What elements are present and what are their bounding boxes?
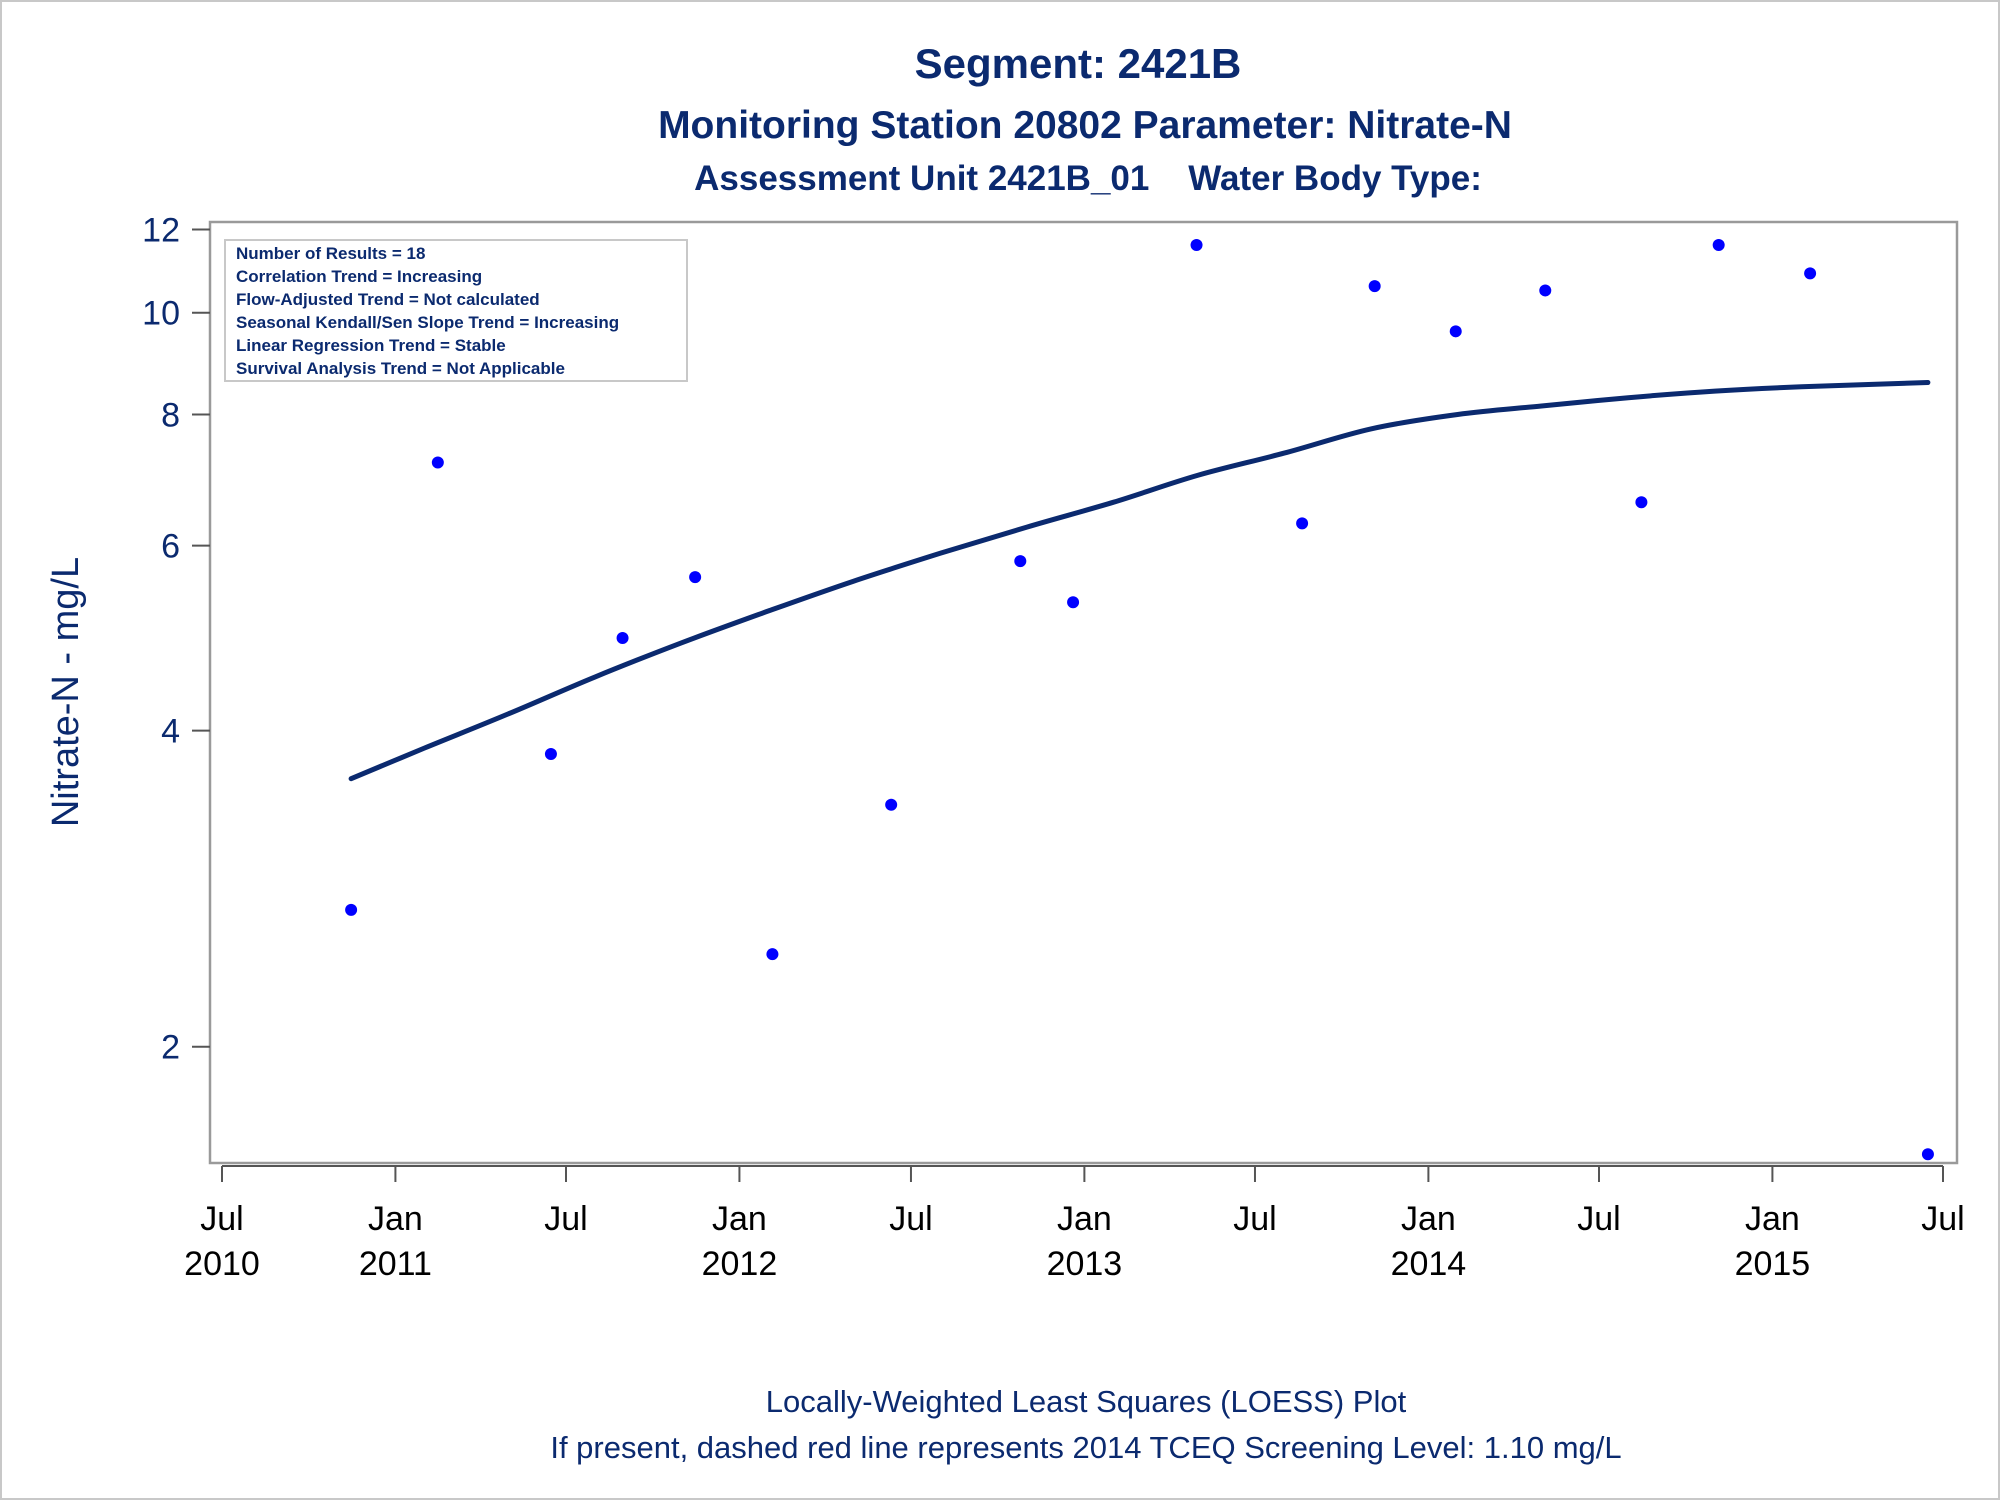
data-point	[1539, 284, 1552, 297]
data-point	[1921, 1148, 1934, 1161]
data-point	[1449, 325, 1462, 338]
x-tick-label: Jul	[889, 1200, 932, 1238]
x-tick-label: Jul	[1921, 1200, 1964, 1238]
x-tick-label: Jan	[1745, 1200, 1800, 1238]
data-point	[1190, 239, 1203, 252]
data-point	[1014, 555, 1027, 568]
x-tick-label: Jan	[368, 1200, 423, 1238]
x-tick-label: Jan	[712, 1200, 767, 1238]
y-axis-label: Nitrate-N - mg/L	[45, 557, 87, 827]
chart-subtitle: Monitoring Station 20802 Parameter: Nitr…	[658, 104, 1512, 147]
y-tick-label: 2	[161, 1029, 180, 1067]
footnote-screening-level: If present, dashed red line represents 2…	[550, 1430, 1621, 1465]
y-tick-label: 6	[161, 528, 180, 566]
data-point	[345, 903, 358, 916]
y-tick-label: 12	[142, 212, 180, 250]
x-tick-year-label: 2012	[702, 1245, 778, 1283]
x-tick-label: Jan	[1057, 1200, 1112, 1238]
y-tick-label: 4	[161, 713, 180, 751]
data-point	[689, 571, 702, 584]
points-layer	[345, 239, 1934, 1161]
x-tick-year-label: 2013	[1047, 1245, 1123, 1283]
data-point	[766, 948, 779, 961]
inset-box	[224, 239, 688, 382]
x-tick-label: Jul	[200, 1200, 243, 1238]
data-point	[544, 748, 557, 761]
y-axis: 2 4 6 8 10 12	[142, 212, 210, 1067]
loess-layer	[348, 380, 1931, 782]
data-point	[431, 456, 444, 469]
x-tick-year-label: 2010	[184, 1245, 260, 1283]
x-tick-label: Jan	[1401, 1200, 1456, 1238]
data-point	[1296, 517, 1309, 530]
inset-line-survival: Survival Analysis Trend = Not Applicable	[236, 359, 565, 378]
data-point	[1712, 239, 1725, 252]
inset-line-seasonal-kendall: Seasonal Kendall/Sen Slope Trend = Incre…	[236, 313, 619, 332]
chart-subtitle-2: Assessment Unit 2421B_01 Water Body Type…	[694, 159, 1482, 198]
x-tick-label: Jul	[1577, 1200, 1620, 1238]
x-tick-label: Jul	[544, 1200, 587, 1238]
data-point	[1804, 267, 1817, 280]
chart-title: Segment: 2421B	[915, 40, 1242, 87]
y-tick-label: 8	[161, 396, 180, 434]
x-tick-year-label: 2014	[1391, 1245, 1467, 1283]
inset-line-linear-regression: Linear Regression Trend = Stable	[236, 336, 506, 355]
data-point	[616, 632, 629, 645]
inset-line-results: Number of Results = 18	[236, 244, 425, 263]
x-axis: Jul 2010 Jan 2011 Jul Jan 2012 Jul Jan 2013 Jul Jan…	[184, 1165, 1965, 1283]
data-point	[1067, 596, 1080, 609]
x-tick-year-label: 2011	[359, 1245, 432, 1283]
data-point	[1368, 280, 1381, 293]
x-tick-label: Jul	[1233, 1200, 1276, 1238]
data-point	[1635, 496, 1648, 509]
data-point	[885, 798, 898, 811]
inset-line-flow-adjusted: Flow-Adjusted Trend = Not calculated	[236, 290, 540, 309]
inset-line-correlation: Correlation Trend = Increasing	[236, 267, 482, 286]
footnote-loess: Locally-Weighted Least Squares (LOESS) P…	[766, 1384, 1407, 1419]
loess-curve	[348, 380, 1931, 782]
trend-inset: Number of Results = 18 Correlation Trend…	[224, 239, 688, 382]
y-tick-label: 10	[142, 295, 180, 333]
x-tick-year-label: 2015	[1735, 1245, 1811, 1283]
